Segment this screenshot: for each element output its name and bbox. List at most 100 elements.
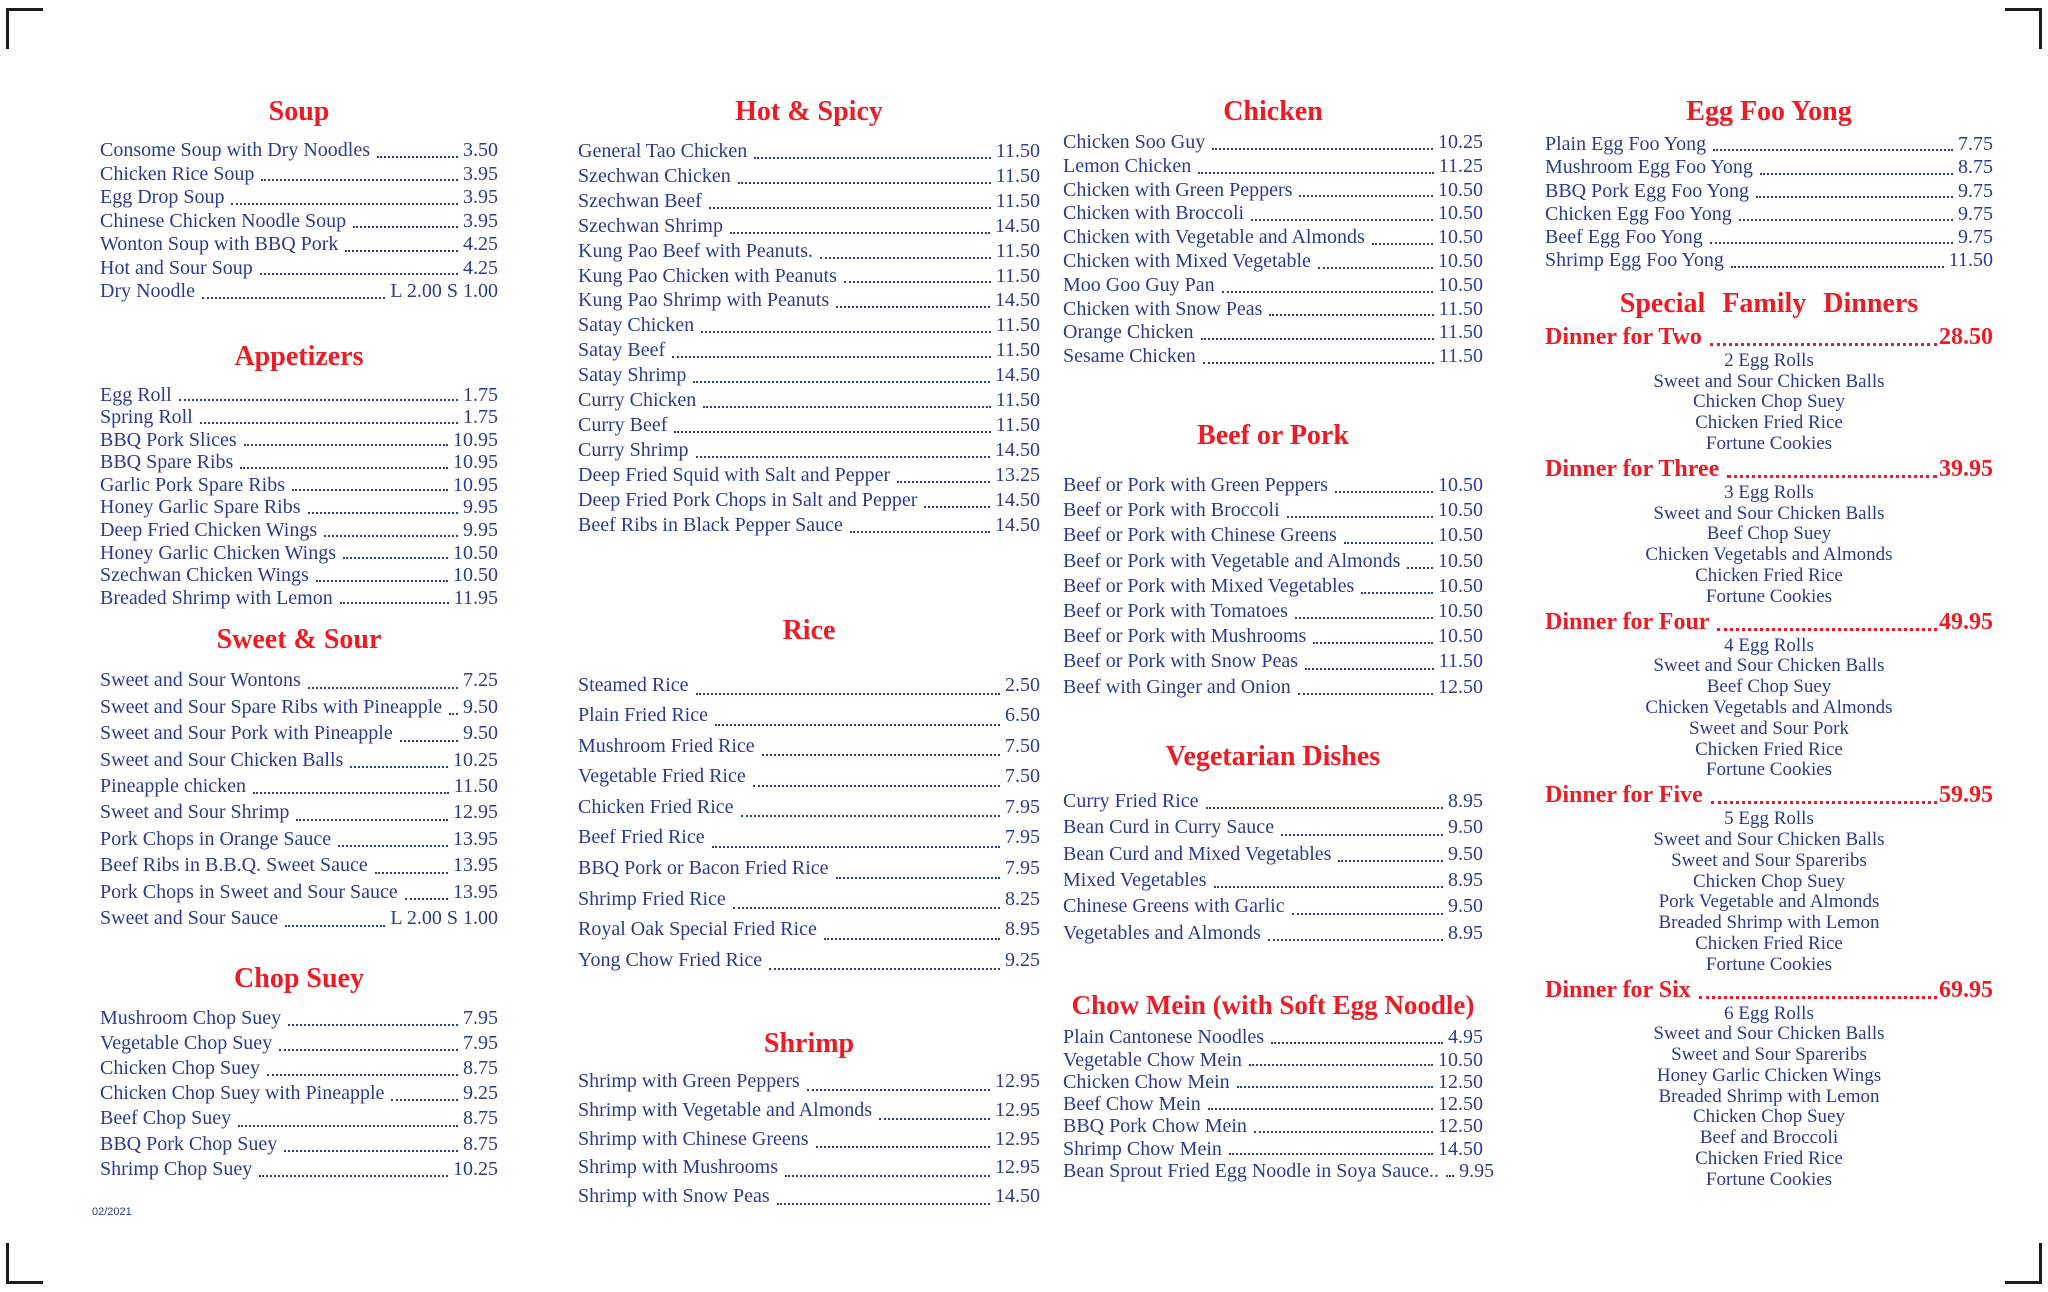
dotted-leader — [752, 784, 1000, 787]
dotted-leader — [307, 512, 458, 515]
menu-item-name: Vegetable Fried Rice — [578, 765, 746, 788]
menu-item-name: Chicken Chow Mein — [1063, 1070, 1230, 1093]
menu-item-name: Beef or Pork with Snow Peas — [1063, 650, 1298, 673]
dotted-leader — [324, 534, 458, 537]
menu-item-price: 11.50 — [453, 775, 498, 798]
menu-item: Satay Beef 11.50 — [578, 338, 1040, 363]
menu-item-name: Mushroom Chop Suey — [100, 1006, 282, 1029]
dotted-leader — [1271, 1041, 1443, 1044]
menu-item-name: Beef or Pork with Broccoli — [1063, 499, 1280, 522]
menu-item-price: 8.95 — [1448, 921, 1483, 944]
menu-item: Shrimp with Chinese Greens 12.95 — [578, 1125, 1040, 1154]
menu-item: Shrimp with Vegetable and Almonds 12.95 — [578, 1096, 1040, 1125]
dinner-include-item: 3 Egg Rolls — [1724, 481, 1814, 503]
dotted-leader — [806, 1089, 990, 1092]
menu-item-price: 7.25 — [463, 669, 498, 692]
menu-item-price: 11.50 — [1438, 345, 1483, 368]
menu-item-name: Kung Pao Shrimp with Peanuts — [578, 289, 830, 312]
dinner-include-item: Chicken Fried Rice — [1695, 1148, 1843, 1170]
menu-item-price: 14.50 — [995, 364, 1040, 387]
dotted-leader — [1709, 342, 1937, 346]
dotted-leader — [849, 530, 990, 533]
menu-item: Pineapple chicken 11.50 — [100, 773, 498, 799]
menu-item: Bean Sprout Fried Egg Noodle in Soya Sau… — [1063, 1160, 1494, 1182]
dotted-leader — [674, 430, 991, 433]
menu-item-name: Satay Beef — [578, 339, 666, 362]
dotted-leader — [1294, 617, 1433, 620]
dotted-leader — [288, 1023, 458, 1026]
dotted-leader — [315, 579, 448, 582]
crop-mark-top-right — [2005, 8, 2042, 49]
dotted-leader — [178, 399, 458, 402]
dinner-include-item: Honey Garlic Chicken Wings — [1656, 1064, 1882, 1086]
dinner-include-item: Breaded Shrimp with Lemon — [1658, 912, 1880, 934]
menu-item: Chinese Greens with Garlic 9.50 — [1063, 893, 1483, 919]
dotted-leader — [449, 713, 458, 716]
dotted-leader — [1710, 801, 1937, 805]
menu-item-name: Shrimp Chop Suey — [100, 1157, 253, 1180]
menu-item-name: Beef Chop Suey — [100, 1107, 232, 1130]
dinner-include-item: 2 Egg Rolls — [1724, 349, 1814, 371]
dinner-include-item: Chicken Fried Rice — [1695, 412, 1843, 434]
menu-item-name: Szechwan Shrimp — [578, 214, 723, 237]
menu-item: Curry Fried Rice 8.95 — [1063, 788, 1483, 814]
menu-item-name: Sweet and Sour Shrimp — [100, 801, 290, 824]
dotted-leader — [785, 1174, 990, 1177]
dinner-include-item: Sweet and Sour Chicken Balls — [1653, 655, 1885, 677]
dotted-leader — [1304, 667, 1434, 670]
menu-item-name: Beef or Pork with Mixed Vegetables — [1063, 574, 1355, 597]
menu-item-price: 12.50 — [1438, 1115, 1483, 1138]
dotted-leader — [1713, 149, 1953, 152]
menu-item-price: 8.75 — [463, 1056, 498, 1079]
dinner-include-item: Chicken Chop Suey — [1693, 1106, 1845, 1128]
dotted-leader — [1267, 939, 1443, 942]
menu-section-chop-suey: Chop Suey Mushroom Chop Suey 7.95 Vegetable… — [100, 962, 498, 1182]
section-title: Vegetarian Dishes — [1165, 740, 1381, 772]
menu-item: Chicken Fried Rice 7.95 — [578, 792, 1040, 823]
menu-item: Curry Shrimp 14.50 — [578, 438, 1040, 463]
menu-section-beef-or-pork: Beef or Pork Beef or Pork with Green Pepp… — [1063, 419, 1483, 700]
menu-item-price: 11.50 — [995, 413, 1040, 436]
dotted-leader — [307, 686, 458, 689]
menu-column-4: Egg Foo Yong Plain Egg Foo Yong 7.75 Mushro… — [1545, 95, 1993, 1191]
menu-item-price: 4.25 — [463, 256, 498, 279]
menu-item-name: Yong Chow Fried Rice — [578, 948, 763, 971]
menu-column-3: Chicken Chicken Soo Guy 10.25 Lemon Chicken… — [1063, 95, 1494, 1182]
menu-item-name: Royal Oak Special Fried Rice — [578, 918, 817, 941]
menu-item-name: Pork Chops in Orange Sauce — [100, 827, 332, 850]
dinner-include-item: Sweet and Sour Chicken Balls — [1653, 502, 1885, 524]
menu-item: Szechwan Shrimp 14.50 — [578, 214, 1040, 239]
menu-item-name: BBQ Pork Chow Mein — [1063, 1115, 1247, 1138]
menu-item-price: 11.50 — [995, 239, 1040, 262]
menu-item-name: Shrimp with Mushrooms — [578, 1156, 779, 1179]
menu-item-name: Chicken Fried Rice — [578, 795, 734, 818]
menu-item-name: Chicken with Green Peppers — [1063, 178, 1293, 201]
dotted-leader — [1297, 692, 1433, 695]
dinner-name: Dinner for Two — [1545, 323, 1702, 350]
menu-item-price: 8.95 — [1448, 789, 1483, 812]
menu-item: Honey Garlic Spare Ribs 9.95 — [100, 496, 498, 519]
dotted-leader — [754, 156, 991, 159]
dotted-leader — [243, 444, 448, 447]
dotted-leader — [1730, 265, 1944, 268]
dotted-leader — [240, 466, 448, 469]
menu-item-price: 9.50 — [1448, 842, 1483, 865]
dotted-leader — [672, 356, 991, 359]
menu-item-name: Lemon Chicken — [1063, 154, 1192, 177]
menu-item-price: 9.75 — [1958, 202, 1993, 225]
dotted-leader — [695, 455, 990, 458]
menu-item: Mixed Vegetables 8.95 — [1063, 867, 1483, 893]
dinner-include-item: Sweet and Sour Chicken Balls — [1653, 828, 1885, 850]
menu-item: General Tao Chicken 11.50 — [578, 139, 1040, 164]
section-title: Chow Mein (with Soft Egg Noodle) — [1071, 990, 1475, 1021]
menu-item: Plain Egg Foo Yong 7.75 — [1545, 133, 1993, 156]
dotted-leader — [701, 331, 991, 334]
dotted-leader — [1251, 219, 1433, 222]
menu-item: Chicken Egg Foo Yong 9.75 — [1545, 203, 1993, 226]
menu-item-price: 8.75 — [463, 1132, 498, 1155]
menu-item: Szechwan Chicken Wings 10.50 — [100, 564, 498, 587]
menu-item-price: 12.95 — [995, 1127, 1040, 1150]
dinner-include-item: Sweet and Sour Chicken Balls — [1653, 1023, 1885, 1045]
dinner-include-item: Chicken Chop Suey — [1693, 870, 1845, 892]
dinner-header: Dinner for Six 69.95 — [1545, 976, 1993, 1004]
